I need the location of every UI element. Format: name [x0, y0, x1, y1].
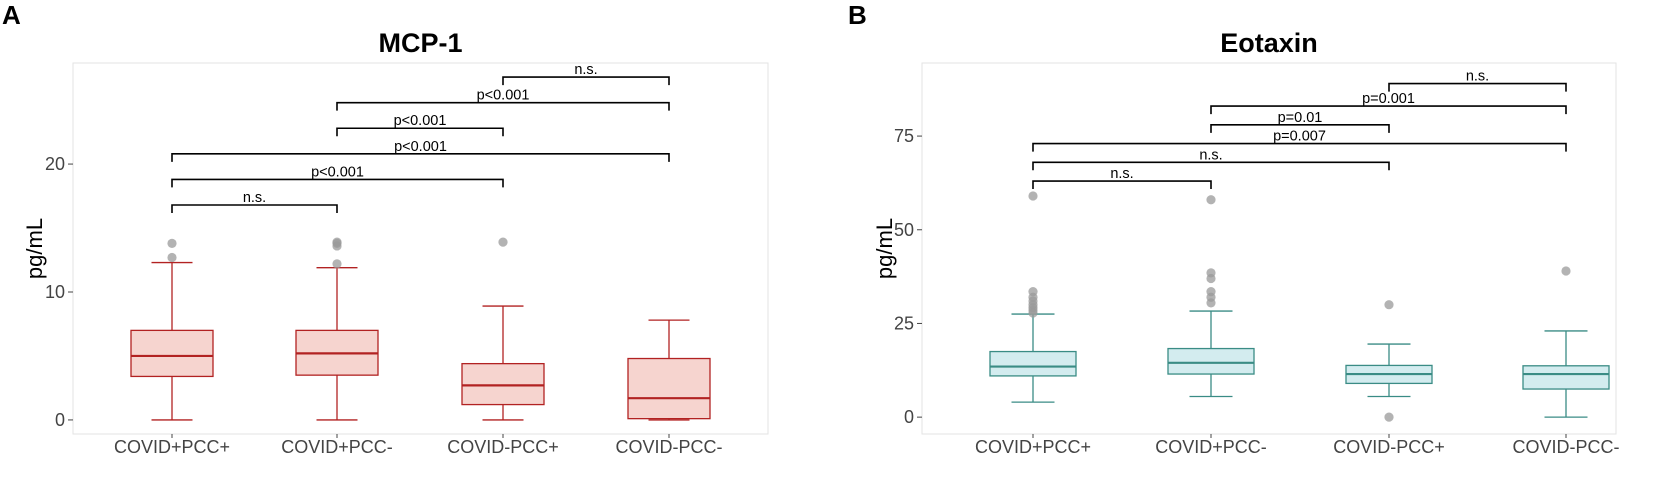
y-tick-label: 0 [55, 410, 65, 430]
panel-label: B [848, 0, 867, 30]
significance-label: p<0.001 [311, 164, 364, 180]
bracket-line [502, 76, 670, 86]
y-axis-label: pg/mL [872, 218, 897, 279]
x-tick-label: COVID-PCC+ [447, 437, 559, 457]
significance-bracket: p=0.007 [1032, 129, 1567, 152]
box-1 [130, 238, 214, 421]
x-tick-label: COVID-PCC+ [1333, 437, 1445, 457]
y-tick-label: 20 [45, 154, 65, 174]
significance-label: p<0.001 [394, 139, 447, 155]
significance-bracket: n.s. [1032, 147, 1390, 171]
outlier-point [1384, 412, 1394, 422]
box-4 [1522, 266, 1610, 418]
outlier-point [1206, 195, 1216, 205]
outlier-point [167, 252, 177, 263]
y-axis-label: pg/mL [22, 218, 47, 279]
outlier-point [332, 237, 342, 247]
x-tick-label: COVID-PCC- [616, 437, 723, 457]
y-tick-label: 75 [894, 126, 914, 146]
iqr-box [989, 350, 1077, 377]
plot-frame [921, 62, 1617, 435]
iqr-box [1522, 365, 1610, 390]
outlier-point [1028, 191, 1038, 201]
significance-bracket: n.s. [1388, 69, 1567, 92]
significance-label: n.s. [1466, 69, 1489, 85]
significance-label: p<0.001 [477, 88, 530, 104]
iqr-box [461, 362, 545, 406]
significance-label: n.s. [574, 62, 597, 78]
significance-bracket: p<0.001 [171, 139, 670, 162]
bracket-line [1210, 105, 1567, 115]
box-3 [1345, 300, 1433, 422]
panel-label: A [2, 0, 21, 30]
x-tick-label: COVID+PCC+ [114, 437, 230, 457]
outlier-point [1028, 286, 1038, 297]
significance-bracket: n.s. [1032, 166, 1212, 190]
significance-label: n.s. [1199, 147, 1222, 163]
significance-bracket: p<0.001 [336, 113, 504, 137]
box-3 [461, 237, 545, 421]
outlier-point [498, 237, 508, 247]
x-tick-label: COVID-PCC- [1513, 437, 1620, 457]
y-tick-label: 50 [894, 220, 914, 240]
significance-bracket: n.s. [502, 62, 670, 86]
significance-bracket: p=0.001 [1210, 91, 1567, 115]
x-tick-label: COVID+PCC- [1155, 437, 1267, 457]
bracket-line [1032, 161, 1390, 171]
bracket-line [171, 153, 670, 162]
x-tick-label: COVID+PCC+ [975, 437, 1091, 457]
y-tick-label: 10 [45, 282, 65, 302]
bracket-line [1032, 180, 1212, 190]
bracket-line [1210, 124, 1390, 133]
y-tick-label: 0 [904, 407, 914, 427]
outlier-point [1384, 300, 1394, 310]
outlier-point [167, 238, 177, 248]
bracket-line [336, 101, 670, 111]
outlier-point [1561, 266, 1571, 276]
outlier-point [1206, 286, 1216, 297]
significance-bracket: p=0.01 [1210, 110, 1390, 133]
significance-label: p=0.01 [1278, 110, 1323, 126]
significance-label: p=0.007 [1273, 129, 1326, 145]
significance-bracket: p<0.001 [336, 88, 670, 111]
bracket-line [1032, 142, 1567, 152]
chart-panel-b: B Eotaxin pg/mL 0 25 50 75 COVID+PCC+ COVID+PCC-… [848, 0, 1620, 457]
bracket-line [1388, 82, 1567, 92]
box-2 [1167, 195, 1255, 398]
box-2 [295, 237, 379, 421]
iqr-box [130, 329, 214, 378]
significance-label: n.s. [243, 190, 266, 206]
y-tick-label: 25 [894, 313, 914, 333]
significance-bracket: p<0.001 [171, 164, 504, 188]
significance-label: n.s. [1110, 166, 1133, 182]
chart-title: MCP-1 [378, 28, 462, 58]
plot-frame [72, 62, 769, 435]
significance-label: p<0.001 [394, 113, 447, 129]
box-4 [627, 319, 711, 421]
iqr-box [1167, 347, 1255, 375]
significance-label: p=0.001 [1362, 91, 1415, 107]
x-tick-label: COVID+PCC- [281, 437, 393, 457]
chart-title: Eotaxin [1220, 28, 1318, 58]
significance-bracket: n.s. [171, 190, 338, 214]
box-1 [989, 191, 1077, 403]
outlier-point [332, 259, 342, 269]
outlier-point [1206, 268, 1216, 278]
iqr-box [627, 357, 711, 420]
bracket-line [336, 127, 504, 137]
bracket-line [171, 204, 338, 214]
chart-panel-a: A MCP-1 pg/mL 0 10 20 COVID+PCC+ COVID+PCC- COVI… [2, 0, 769, 457]
bracket-line [171, 178, 504, 188]
